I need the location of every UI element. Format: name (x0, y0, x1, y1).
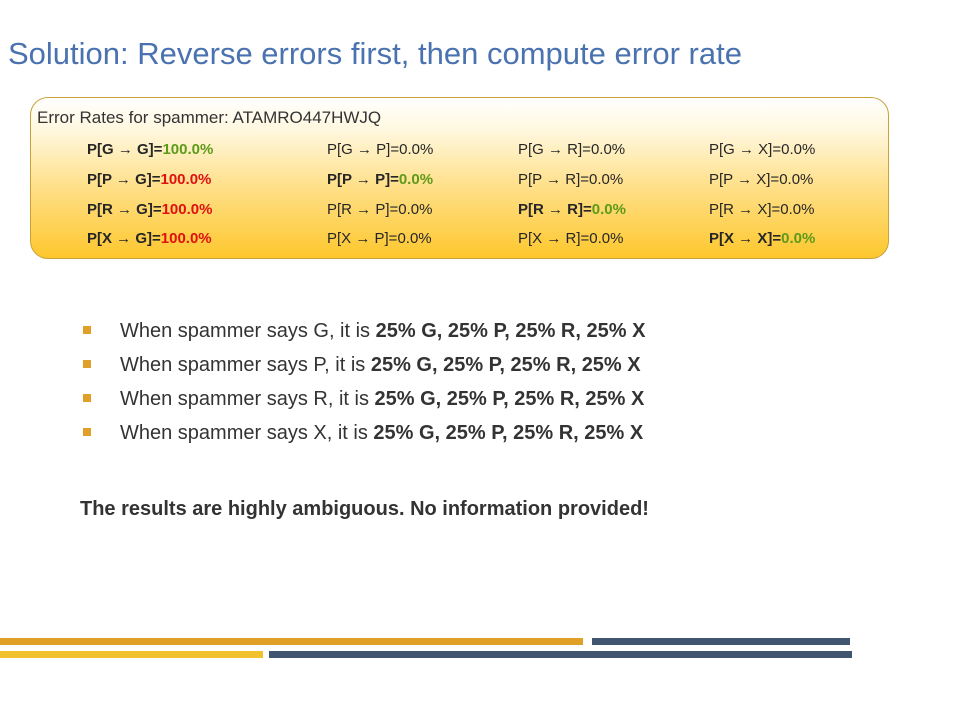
footer-bar-slate-top (592, 638, 850, 645)
error-rate-cell: P[X → P]=0.0% (327, 230, 432, 247)
error-rate-cell: P[P → P]=0.0% (327, 171, 433, 188)
error-rate-cell: P[P → R]=0.0% (518, 171, 623, 188)
error-rate-cell: P[R → G]=100.0% (87, 201, 212, 218)
cell-value: 0.0% (780, 201, 815, 218)
cell-value: 0.0% (589, 230, 624, 247)
bullet-text: When spammer says P, it is (120, 354, 371, 376)
square-bullet-icon (83, 326, 91, 334)
bullet-item: When spammer says G, it is 25% G, 25% P,… (80, 316, 645, 350)
conclusion-text: The results are highly ambiguous. No inf… (80, 498, 649, 520)
error-rate-cell: P[X → R]=0.0% (518, 230, 623, 247)
error-rate-cell: P[P → X]=0.0% (709, 171, 813, 188)
cell-value: 100.0% (162, 141, 214, 158)
error-rate-cell: P[G → X]=0.0% (709, 141, 815, 158)
cell-label: P[P → X]= (709, 171, 780, 188)
bullet-bold-text: 25% G, 25% P, 25% R, 25% X (373, 422, 644, 444)
bullet-item: When spammer says P, it is 25% G, 25% P,… (80, 350, 645, 384)
cell-label: P[X → G]= (87, 230, 161, 247)
cell-value: 0.0% (399, 141, 434, 158)
cell-value: 0.0% (590, 141, 626, 158)
error-rate-cell: P[R → X]=0.0% (709, 201, 814, 218)
cell-label: P[G → X]= (709, 141, 782, 158)
error-rate-cell: P[G → R]=0.0% (518, 141, 625, 158)
bullet-bold-text: 25% G, 25% P, 25% R, 25% X (374, 388, 645, 410)
footer-bar-yellow (0, 651, 263, 658)
cell-value: 0.0% (781, 141, 816, 158)
cell-label: P[R → G]= (87, 201, 162, 218)
cell-label: P[R → P]= (327, 201, 399, 218)
bullet-item: When spammer says R, it is 25% G, 25% P,… (80, 384, 645, 418)
error-rate-cell: P[X → G]=100.0% (87, 230, 212, 247)
cell-value: 100.0% (160, 171, 212, 188)
cell-value: 100.0% (160, 230, 212, 247)
cell-label: P[G → P]= (327, 141, 400, 158)
cell-label: P[X → P]= (327, 230, 398, 247)
cell-value: 100.0% (161, 201, 213, 218)
cell-label: P[P → P]= (327, 171, 399, 188)
cell-value: 0.0% (397, 230, 432, 247)
cell-label: P[P → G]= (87, 171, 161, 188)
square-bullet-icon (83, 394, 91, 402)
cell-value: 0.0% (591, 201, 626, 218)
cell-label: P[P → R]= (518, 171, 590, 188)
bullet-list: When spammer says G, it is 25% G, 25% P,… (80, 316, 645, 452)
cell-value: 0.0% (781, 230, 816, 247)
cell-label: P[X → X]= (709, 230, 782, 247)
footer-bar-gold (0, 638, 583, 645)
cell-label: P[G → R]= (518, 141, 591, 158)
square-bullet-icon (83, 360, 91, 368)
error-rate-cell: P[G → P]=0.0% (327, 141, 433, 158)
cell-value: 0.0% (398, 171, 434, 188)
cell-value: 0.0% (589, 171, 624, 188)
cell-value: 0.0% (398, 201, 433, 218)
square-bullet-icon (83, 428, 91, 436)
cell-value: 0.0% (779, 171, 814, 188)
bullet-item: When spammer says X, it is 25% G, 25% P,… (80, 418, 645, 452)
bullet-text: When spammer says R, it is (120, 388, 375, 410)
error-rate-cell: P[X → X]=0.0% (709, 230, 815, 247)
error-rate-cell: P[R → P]=0.0% (327, 201, 432, 218)
bullet-bold-text: 25% G, 25% P, 25% R, 25% X (375, 320, 646, 342)
error-rate-cell: P[P → G]=100.0% (87, 171, 211, 188)
cell-label: P[G → G]= (87, 141, 163, 158)
error-rates-title: Error Rates for spammer: ATAMRO447HWJQ (37, 108, 382, 127)
cell-label: P[X → R]= (518, 230, 590, 247)
slide-title: Solution: Reverse errors first, then com… (8, 36, 742, 71)
error-rate-cell: P[R → R]=0.0% (518, 201, 626, 218)
footer-bar-slate-bottom (269, 651, 852, 658)
error-rates-box: Error Rates for spammer: ATAMRO447HWJQ P… (30, 97, 889, 259)
bullet-text: When spammer says G, it is (120, 320, 376, 342)
error-rate-cell: P[G → G]=100.0% (87, 141, 213, 158)
bullet-text: When spammer says X, it is (120, 422, 374, 444)
cell-label: P[R → R]= (518, 201, 592, 218)
bullet-bold-text: 25% G, 25% P, 25% R, 25% X (370, 354, 641, 376)
cell-label: P[R → X]= (709, 201, 781, 218)
